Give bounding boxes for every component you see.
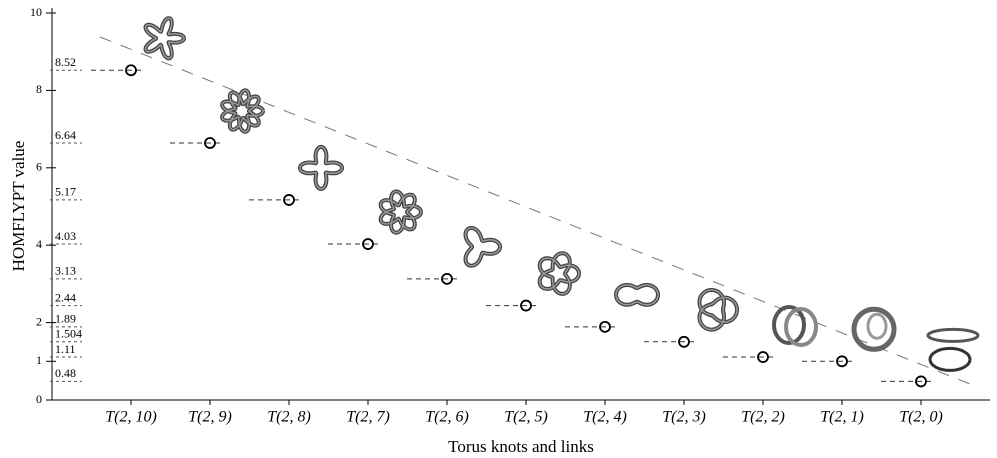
knot-icon	[866, 312, 888, 340]
value-label: 5.17	[55, 185, 76, 199]
knot-icon	[221, 89, 264, 133]
value-label: 4.03	[55, 229, 76, 243]
value-label: 2.44	[55, 290, 76, 304]
data-point	[599, 320, 611, 333]
y-tick-label: 0	[36, 392, 42, 406]
knot-icon	[772, 305, 806, 346]
knot-icon	[698, 289, 738, 331]
y-tick-label: 6	[36, 160, 42, 174]
x-tick-label: T(2, 4)	[583, 409, 627, 426]
x-tick-label: T(2, 9)	[188, 409, 232, 426]
data-point	[915, 375, 927, 388]
x-tick-label: T(2, 5)	[504, 409, 548, 426]
x-tick-label: T(2, 3)	[662, 409, 706, 426]
knot-icon	[464, 227, 501, 267]
x-tick-label: T(2, 7)	[346, 409, 390, 426]
knot-icon	[697, 288, 739, 332]
data-point	[520, 299, 532, 312]
knot-icon	[851, 306, 897, 352]
knot-icon	[379, 190, 422, 234]
data-point	[204, 137, 216, 149]
x-tick-label: T(2, 8)	[267, 409, 311, 426]
value-label: 3.13	[55, 264, 76, 278]
y-tick-label: 4	[36, 237, 42, 251]
data-point	[757, 351, 769, 363]
y-tick-label: 8	[36, 82, 42, 96]
knot-icon	[926, 327, 980, 343]
y-axis-title: HOMFLYPT value	[9, 141, 28, 272]
value-label: 6.64	[55, 128, 76, 142]
knot-icon	[538, 252, 580, 295]
y-tick-label: 2	[36, 314, 42, 328]
data-point	[836, 355, 848, 368]
value-label: 8.52	[55, 55, 76, 69]
knot-icon	[615, 284, 659, 306]
data-point	[125, 64, 137, 77]
value-label: 1.89	[55, 312, 76, 326]
x-tick-label: T(2, 1)	[820, 409, 864, 426]
x-axis-title: Torus knots and links	[448, 437, 594, 456]
y-tick-label: 1	[36, 353, 42, 367]
x-tick-label: T(2, 10)	[105, 409, 157, 426]
x-tick-label: T(2, 0)	[899, 409, 943, 426]
knot-icon	[144, 17, 185, 60]
knot-icon	[537, 251, 581, 296]
x-tick-label: T(2, 2)	[741, 409, 785, 426]
data-point	[362, 238, 374, 250]
x-tick-label: T(2, 6)	[425, 409, 469, 426]
knot-icon	[298, 144, 344, 191]
value-label: 1.504	[55, 327, 82, 341]
knot-icon	[463, 226, 502, 268]
knot-icon	[299, 146, 343, 190]
trend-line	[99, 36, 976, 387]
data-point	[678, 335, 690, 348]
y-tick-label: 10	[30, 5, 42, 19]
value-label: 1.11	[55, 342, 76, 356]
data-point	[283, 194, 295, 206]
value-label: 0.48	[55, 366, 76, 380]
data-point	[441, 272, 453, 285]
knot-icon	[143, 16, 186, 61]
knot-icon	[784, 307, 818, 348]
knot-icon	[928, 346, 972, 372]
